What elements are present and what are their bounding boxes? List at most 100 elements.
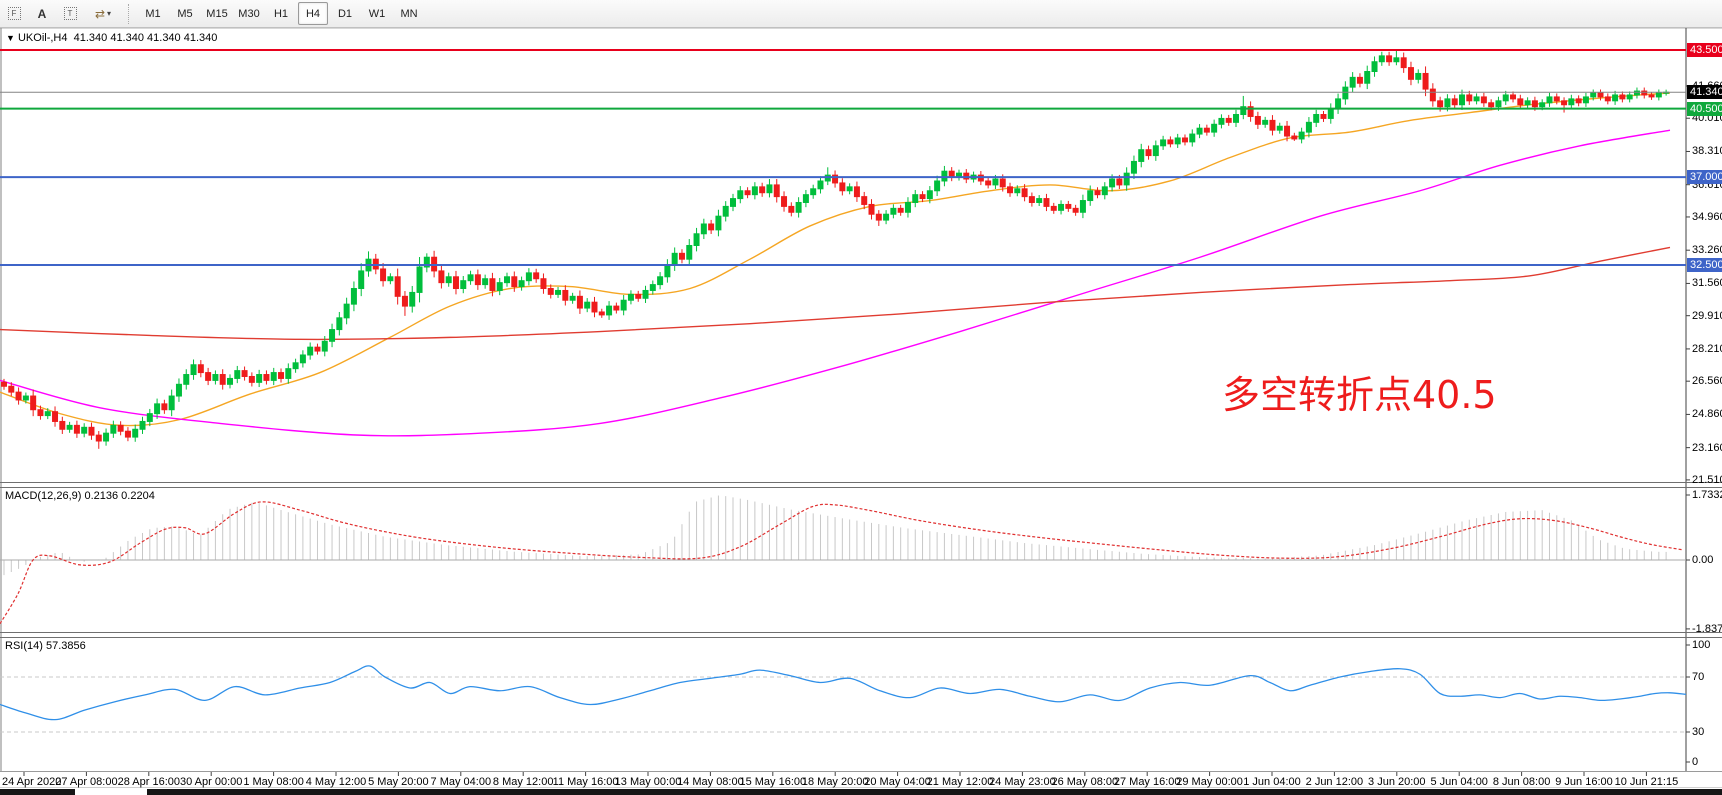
time-tick-label: 2 Jun 12:00 xyxy=(1305,776,1364,788)
candle-body xyxy=(423,256,430,268)
panel-separator[interactable] xyxy=(0,487,1722,488)
candle-body xyxy=(154,403,161,415)
candle-body xyxy=(234,370,241,379)
price-badge-40.500: 40.500 xyxy=(1687,101,1722,116)
timeframe-button-w1[interactable]: W1 xyxy=(368,7,386,20)
candle-body xyxy=(59,420,66,430)
macd-signal-line xyxy=(0,501,1684,625)
time-tick-label: 28 Apr 16:00 xyxy=(117,776,180,788)
candle-body xyxy=(912,194,919,203)
cycle-arrows-icon[interactable]: ⇄ ▾ xyxy=(94,6,112,21)
panel-separator[interactable] xyxy=(0,637,1722,638)
panel-separator[interactable] xyxy=(0,632,1722,633)
timeframe-button-m5[interactable]: M5 xyxy=(177,7,193,20)
candle-body xyxy=(248,375,255,383)
symbol-dropdown-icon[interactable]: ▼ xyxy=(6,33,15,43)
candle-body xyxy=(1400,57,1407,69)
price-badge-32.500: 32.500 xyxy=(1687,258,1722,273)
candle-body xyxy=(1218,117,1225,125)
toolbar: F A T ⇄ ▾ M1 M5 M15 M30 H1 H4 D1 W1 MN xyxy=(0,0,1722,28)
candle-body xyxy=(730,198,736,207)
candle-body xyxy=(1313,114,1320,123)
candle-body xyxy=(1342,86,1349,100)
candle-body xyxy=(1007,186,1014,194)
candle-body xyxy=(1473,96,1480,102)
candle-body xyxy=(1189,133,1196,143)
timeframe-button-m15[interactable]: M15 xyxy=(206,7,228,20)
main-chart-plot-area[interactable] xyxy=(0,28,1686,482)
candle-body xyxy=(321,340,328,352)
macd-tick-label: 1.7332 xyxy=(1692,489,1722,501)
time-tick-label: 8 Jun 08:00 xyxy=(1492,776,1551,788)
text-box-icon[interactable]: T xyxy=(57,2,83,25)
rsi-line xyxy=(0,665,1687,721)
candle-body xyxy=(1575,98,1582,104)
dropdown-caret-icon[interactable]: ▾ xyxy=(107,9,112,18)
candle-body xyxy=(1451,98,1458,106)
candle-body xyxy=(861,196,868,205)
price-tick-label: 21.510 xyxy=(1692,473,1722,486)
candle-body xyxy=(708,223,715,231)
toolbar-separator xyxy=(128,3,134,24)
time-tick-label: 30 Apr 00:00 xyxy=(179,776,243,788)
candle-body xyxy=(212,374,219,381)
candle-body xyxy=(1626,94,1633,100)
time-tick-label: 26 May 08:00 xyxy=(1051,776,1119,788)
candle-body xyxy=(73,424,80,434)
candle-body xyxy=(642,289,649,299)
candle-body xyxy=(788,205,795,213)
candle-body xyxy=(853,186,860,198)
candle-body xyxy=(205,372,212,381)
candle-body xyxy=(540,278,547,290)
candle-body xyxy=(766,184,773,194)
timeframe-button-m1[interactable]: M1 xyxy=(145,7,161,20)
candle-body xyxy=(868,203,875,215)
price-tick-label: 31.560 xyxy=(1692,277,1722,290)
candle-body xyxy=(197,364,204,374)
timeframe-button-m30[interactable]: M30 xyxy=(238,7,260,20)
price-axis[interactable] xyxy=(1686,28,1722,771)
candle-body xyxy=(525,272,532,282)
timeframe-button-h1[interactable]: H1 xyxy=(273,7,289,20)
candle-body xyxy=(66,424,73,430)
time-tick-label: 5 May 20:00 xyxy=(368,776,429,788)
time-tick-label: 1 May 08:00 xyxy=(243,776,304,788)
price-tick-label: 24.860 xyxy=(1692,408,1722,421)
candle-body xyxy=(781,196,788,207)
candle-body xyxy=(1109,178,1116,188)
candle-body xyxy=(460,280,467,290)
candle-body xyxy=(343,303,350,319)
candle-body xyxy=(1130,160,1137,174)
time-tick-label: 21 May 12:00 xyxy=(926,776,994,788)
candle-body xyxy=(1641,90,1648,96)
candle-body xyxy=(722,205,729,217)
candle-body xyxy=(489,278,496,291)
macd-tick-label: -1.8375 xyxy=(1692,622,1722,635)
candle-body xyxy=(802,194,809,203)
macd-panel-area[interactable] xyxy=(0,488,1686,632)
candle-body xyxy=(613,305,620,311)
text-label-icon[interactable]: A xyxy=(37,6,47,21)
candle-body xyxy=(1276,125,1283,131)
timeframe-button-mn[interactable]: MN xyxy=(400,7,418,20)
candle-body xyxy=(358,270,365,290)
candle-body xyxy=(1233,114,1240,123)
timeframe-button-d1[interactable]: D1 xyxy=(337,7,353,20)
rsi-tick-label: 70 xyxy=(1692,671,1705,683)
candle-body xyxy=(8,385,15,393)
candle-body xyxy=(1633,90,1640,96)
candle-body xyxy=(1510,94,1517,100)
candle-body xyxy=(1116,178,1123,186)
candle-body xyxy=(1123,172,1130,186)
chart-window-icon[interactable]: F xyxy=(1,2,27,25)
candle-body xyxy=(139,420,146,430)
candle-body xyxy=(1247,106,1254,117)
rsi-tick-label: 30 xyxy=(1692,726,1705,738)
candle-body xyxy=(635,293,642,299)
candle-body xyxy=(693,233,700,247)
time-tick-label: 29 May 00:00 xyxy=(1176,776,1243,788)
panel-separator[interactable] xyxy=(0,482,1722,483)
candle-body xyxy=(700,223,707,235)
rsi-panel-area[interactable] xyxy=(0,638,1686,771)
timeframe-button-h4[interactable]: H4 xyxy=(298,2,328,25)
